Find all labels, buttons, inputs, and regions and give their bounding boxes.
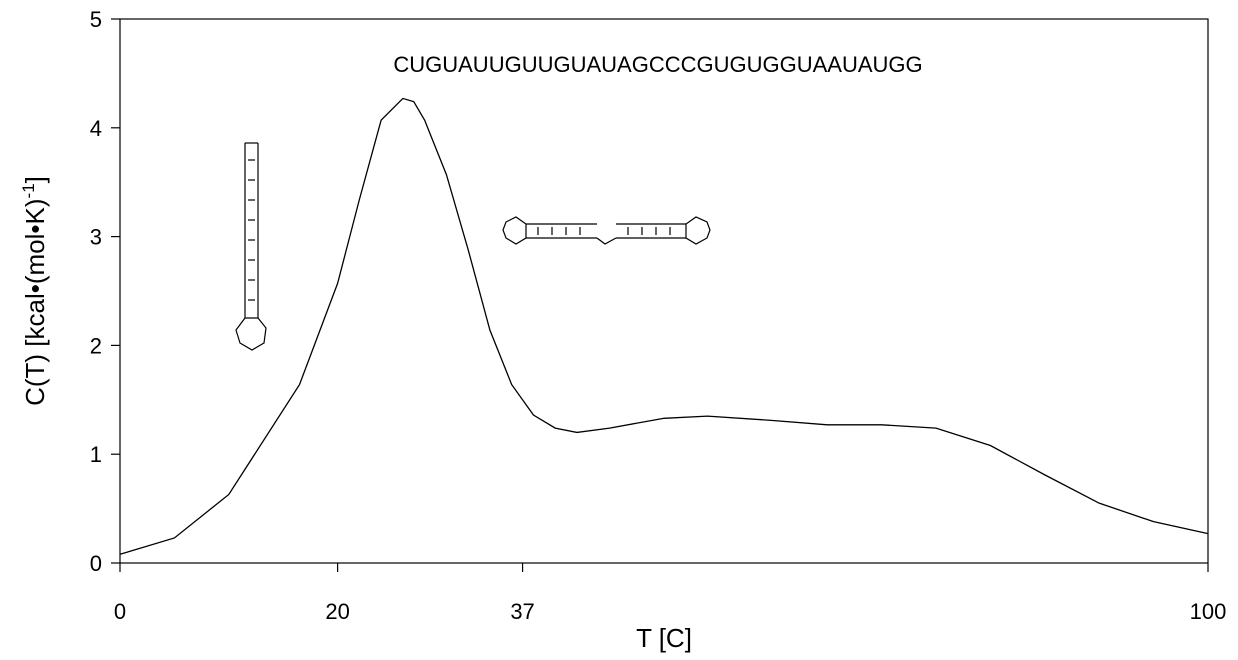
y-label-suffix: ] — [20, 176, 50, 183]
sequence-annotation: CUGUAUUGUUGUAUAGCCCGUGUGGUAAUAUGG — [393, 52, 922, 77]
y-axis-label: C(T) [kcal•(mol•K)-1] — [19, 176, 50, 406]
y-tick-label: 2 — [90, 333, 102, 358]
y-label-text: C(T) [kcal•(mol•K) — [20, 198, 50, 405]
y-tick-label: 3 — [90, 225, 102, 250]
hairpin-structure — [235, 142, 267, 351]
x-axis-label: T [C] — [636, 623, 692, 653]
x-tick-label: 37 — [510, 599, 534, 624]
double-hairpin-structure — [502, 216, 711, 245]
heat-capacity-curve — [119, 97, 1209, 555]
y-tick-label: 0 — [90, 551, 102, 576]
y-tick-label: 4 — [90, 116, 102, 141]
y-tick-label: 5 — [90, 7, 102, 32]
x-tick-label: 20 — [325, 599, 349, 624]
plot-frame — [119, 18, 1209, 564]
x-tick-label: 100 — [1190, 599, 1227, 624]
x-tick-label: 0 — [114, 599, 126, 624]
y-tick-label: 1 — [90, 442, 102, 467]
y-label-superscript: -1 — [19, 183, 38, 198]
